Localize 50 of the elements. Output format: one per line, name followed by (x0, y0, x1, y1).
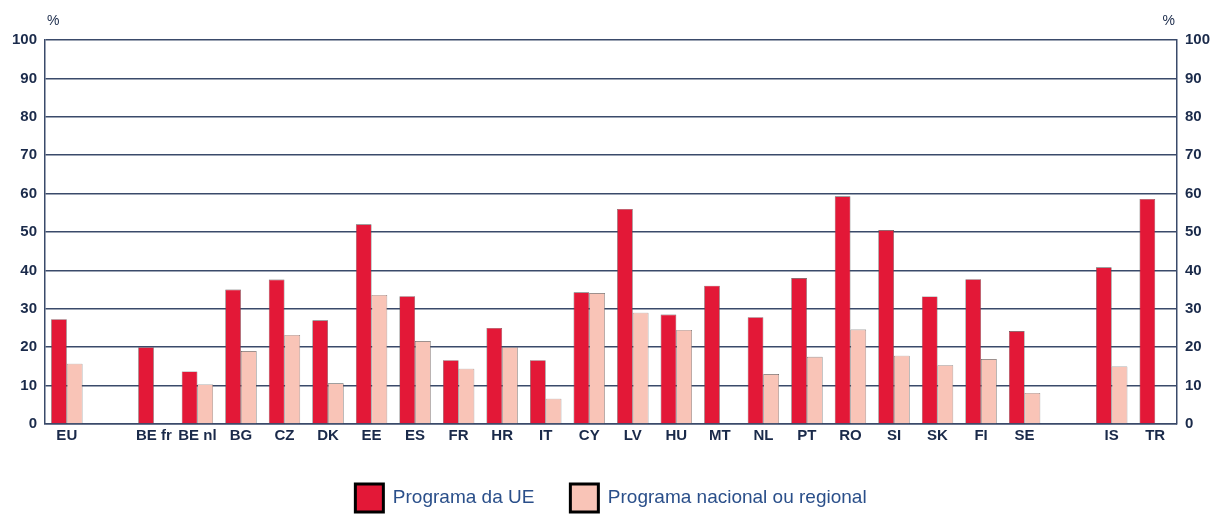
x-tick-label: SI (886, 426, 902, 444)
x-tick-label: DK (317, 426, 340, 444)
y-tick-label: 20 (20, 337, 38, 355)
y-tick-label: 90 (20, 68, 38, 86)
x-tick-label: MT (709, 426, 731, 444)
x-tick-label: BE nl (178, 426, 217, 444)
y-axis-title: % (47, 11, 60, 28)
legend-label: Programa da UE (392, 486, 535, 508)
x-tick-label: TR (1145, 426, 1166, 444)
y2-tick-label: 40 (1184, 260, 1202, 278)
y-tick-label: 10 (20, 375, 38, 393)
y-tick-label: 0 (28, 414, 38, 432)
y2-tick-label: 30 (1184, 298, 1202, 316)
x-tick-label: BG (229, 426, 253, 444)
y-tick-label: 60 (20, 183, 38, 201)
x-tick-label: CY (578, 426, 600, 444)
x-tick-label: FR (448, 426, 469, 444)
y2-tick-label: 100 (1184, 30, 1210, 48)
y2-tick-label: 70 (1184, 145, 1202, 163)
y2-tick-label: 60 (1184, 183, 1202, 201)
x-tick-label: PT (797, 426, 817, 444)
x-tick-label: LV (623, 426, 642, 444)
x-tick-label: HR (491, 426, 514, 444)
y-tick-label: 30 (20, 298, 38, 316)
x-tick-label: RO (839, 426, 863, 444)
x-tick-label: CZ (274, 426, 295, 444)
y-tick-label: 100 (12, 30, 38, 48)
y2-axis-title: % (1162, 11, 1175, 28)
y2-tick-label: 90 (1184, 68, 1202, 86)
x-tick-label: SE (1014, 426, 1035, 444)
y-tick-label: 70 (20, 145, 38, 163)
y2-tick-label: 50 (1184, 222, 1202, 240)
x-tick-label: SK (927, 426, 949, 444)
x-tick-label: EU (56, 426, 78, 444)
y2-tick-label: 20 (1184, 337, 1202, 355)
x-tick-label: ES (405, 426, 426, 444)
x-tick-label: FI (974, 426, 988, 444)
x-tick-label: NL (753, 426, 774, 444)
x-tick-label: IT (539, 426, 553, 444)
y-tick-label: 40 (20, 260, 38, 278)
x-tick-label: BE fr (135, 426, 172, 444)
y2-tick-label: 0 (1184, 414, 1194, 432)
x-tick-label: EE (361, 426, 382, 444)
y-tick-label: 80 (20, 106, 38, 124)
y2-tick-label: 10 (1184, 375, 1202, 393)
y-tick-label: 50 (20, 222, 38, 240)
x-tick-label: HU (665, 426, 688, 444)
x-tick-label: IS (1104, 426, 1119, 444)
y2-tick-label: 80 (1184, 106, 1202, 124)
legend-label: Programa nacional ou regional (607, 486, 867, 508)
